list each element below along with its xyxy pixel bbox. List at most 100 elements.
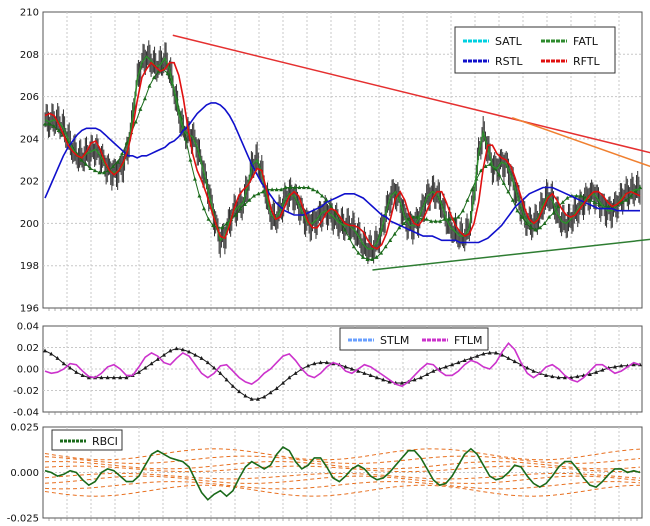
series-satl-point: [510, 197, 515, 202]
series-stlm-point: [143, 365, 148, 370]
series-stlm-point: [262, 394, 267, 399]
series-stlm-point: [475, 353, 480, 358]
series-stlm-point: [287, 375, 292, 380]
series-stlm-point: [493, 350, 498, 355]
series-stlm-point: [149, 361, 154, 366]
series-satl-point: [624, 197, 629, 202]
series-stlm-point: [575, 374, 580, 379]
series-stlm-point: [218, 371, 223, 375]
series-stlm-point: [525, 365, 530, 370]
series-satl-point: [469, 187, 474, 192]
series-stlm-point: [324, 360, 329, 365]
series-satl-point: [574, 193, 579, 198]
series-satl-point: [528, 225, 533, 230]
series-satl-point: [606, 204, 611, 209]
series-stlm-point: [562, 375, 567, 380]
series-stlm-point: [118, 375, 123, 380]
series-satl-point: [588, 197, 593, 202]
series-stlm-point: [199, 356, 204, 360]
series-satl-point: [261, 189, 266, 194]
series-satl-point: [533, 227, 538, 232]
series-stlm-point: [162, 352, 166, 357]
series-satl-point: [397, 225, 402, 230]
series-satl-point: [288, 185, 293, 190]
series-satl-point: [301, 185, 306, 190]
y-tick-label: 0.000: [10, 468, 39, 479]
series-satl-point: [556, 204, 561, 209]
series-satl-point: [597, 202, 602, 206]
series-stlm-point: [281, 380, 285, 385]
series-satl-point: [88, 166, 93, 171]
series-satl-point: [488, 162, 493, 166]
series-stlm-point: [174, 346, 179, 351]
series-satl-point: [97, 170, 102, 175]
series-stlm-point: [68, 365, 73, 370]
series-satl-point: [329, 204, 334, 209]
series-stlm-point: [249, 396, 254, 401]
series-satl-point: [379, 250, 384, 255]
envelope-band: [44, 455, 641, 464]
series-stlm-point: [274, 386, 279, 390]
series-satl-point: [592, 200, 597, 204]
series-satl-point: [370, 257, 375, 261]
y-tick-label: 0.00: [17, 365, 39, 376]
series-stlm-point: [594, 370, 599, 374]
series-stlm-point: [381, 377, 386, 382]
series-satl-point: [442, 217, 447, 221]
y-tick-label: -0.02: [13, 386, 39, 397]
legend-label-stlm: STLM: [380, 334, 409, 347]
envelope-band: [44, 465, 641, 473]
legend: SATL FATL RSTL RFTL: [454, 26, 616, 74]
series-stlm-point: [243, 393, 248, 398]
series-satl-point: [506, 189, 511, 194]
series-satl-point: [306, 185, 311, 190]
series-satl-point: [142, 96, 147, 101]
series-stlm-point: [293, 371, 298, 375]
series-stlm-point: [550, 374, 555, 379]
envelope-band: [44, 475, 641, 484]
panel-2: -0.04 -0.02 0.00 0.02 0.04 STLM FTLM: [13, 322, 643, 419]
series-stlm-point: [187, 349, 192, 354]
series-satl-point: [401, 221, 406, 226]
y-tick-label: 202: [20, 177, 39, 188]
series-satl-point: [633, 189, 638, 194]
series-satl-point: [152, 75, 157, 80]
series-satl-point: [247, 197, 252, 202]
panel-3: -0.025 0.000 0.025 RBCI: [7, 423, 643, 525]
series-satl-point: [347, 236, 352, 240]
y-tick-label: 196: [20, 304, 39, 315]
series-stlm-point: [443, 364, 448, 369]
series-satl-point: [201, 206, 206, 211]
series-satl-point: [578, 193, 583, 198]
series-satl-point: [47, 121, 52, 126]
series-satl-point: [310, 187, 315, 192]
series-satl-point: [519, 214, 524, 219]
series-stlm-point: [124, 375, 129, 380]
series-stlm-point: [356, 368, 361, 373]
series-stlm-point: [368, 373, 373, 378]
legend-label-satl: SATL: [495, 35, 523, 48]
series-satl-point: [383, 244, 388, 249]
y-tick-label: 0.025: [10, 423, 39, 434]
series-satl-point: [356, 250, 361, 255]
series-satl-point: [628, 193, 633, 198]
series-stlm-point: [268, 390, 273, 395]
series-satl-point: [388, 238, 393, 242]
series-stlm-point: [468, 356, 473, 360]
legend-label-rftl: RFTL: [573, 55, 600, 68]
series-satl-point: [233, 212, 238, 217]
series-stlm-point: [111, 375, 116, 380]
legend-label-rbci: RBCI: [92, 435, 118, 448]
y-tick-label: -0.04: [13, 408, 39, 419]
series-stlm-point: [500, 352, 505, 357]
series-satl-point: [56, 128, 61, 132]
series-stlm-point: [105, 375, 110, 380]
series-satl-point: [83, 162, 88, 166]
series-stlm-point: [312, 361, 317, 366]
panel-frame: [42, 426, 643, 519]
series-stlm-point: [43, 348, 47, 353]
series-stlm-point: [255, 396, 260, 401]
series-satl-point: [547, 214, 552, 219]
series-satl-point: [102, 170, 107, 175]
